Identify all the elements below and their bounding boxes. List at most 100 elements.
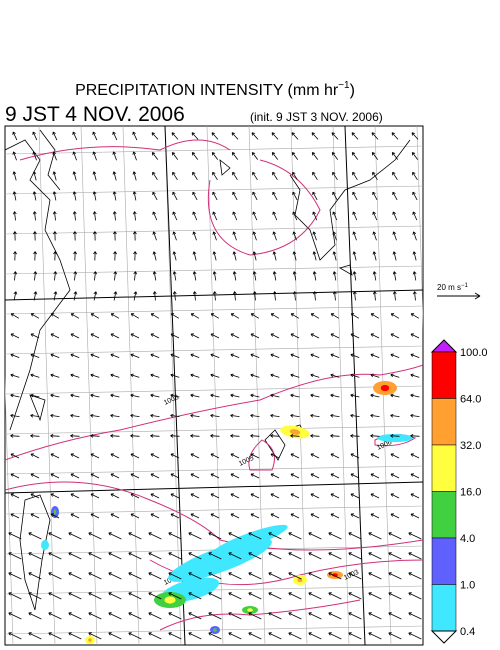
wind-arrow <box>370 373 380 378</box>
wind-arrow <box>210 333 220 339</box>
wind-arrow <box>13 291 18 301</box>
wind-arrow <box>351 152 359 160</box>
wind-arrow <box>352 251 357 261</box>
wind-arrow <box>112 191 117 201</box>
wind-arrow <box>68 612 82 620</box>
precip-core <box>289 429 301 435</box>
wind-arrow <box>113 271 118 281</box>
wind-arrow <box>210 353 220 359</box>
wind-arrow <box>10 433 20 438</box>
wind-arrow <box>92 171 97 181</box>
wind-arrow <box>70 313 80 319</box>
wind-arrow <box>168 532 182 540</box>
wind-arrow <box>330 513 340 519</box>
wind-arrow <box>132 211 137 221</box>
wind-arrow <box>128 612 142 620</box>
wind-arrow <box>252 251 257 261</box>
colorbar-over <box>430 339 458 353</box>
wind-arrow <box>348 632 362 640</box>
wind-arrow <box>12 131 18 141</box>
wind-arrow <box>231 132 239 140</box>
wind-arrow <box>390 493 400 499</box>
wind-arrow <box>93 231 97 241</box>
wind-arrow <box>152 271 157 281</box>
coastline <box>289 139 411 261</box>
wind-arrow <box>90 313 100 319</box>
wind-arrow <box>410 493 420 499</box>
wind-arrow <box>390 393 400 398</box>
wind-arrow <box>152 291 157 301</box>
wind-arrow <box>132 131 138 141</box>
wind-arrow <box>312 211 318 221</box>
wind-arrow <box>110 473 120 479</box>
wind-arrow <box>190 373 200 378</box>
isobar <box>248 439 275 471</box>
wind-arrow <box>288 612 302 620</box>
coastline <box>39 129 61 191</box>
wind-arrow <box>390 333 400 339</box>
wind-arrow <box>208 532 222 540</box>
title: PRECIPITATION INTENSITY (mm hr−1) <box>75 80 355 99</box>
wind-arrow <box>70 333 80 339</box>
wind-arrow <box>52 171 57 181</box>
wind-arrow <box>150 333 160 339</box>
wind-arrow <box>368 632 382 640</box>
wind-arrow <box>270 393 280 398</box>
wind-arrow <box>192 251 197 261</box>
wind-arrow <box>232 251 237 261</box>
wind-arrow <box>228 552 242 560</box>
wind-arrow <box>172 211 178 221</box>
wind-arrow <box>210 393 220 398</box>
wind-arrow <box>148 572 162 580</box>
wind-arrow <box>108 592 122 600</box>
wind-arrow <box>88 592 102 600</box>
wind-arrow <box>410 353 420 359</box>
wind-arrow <box>290 473 300 479</box>
wind-arrow <box>411 152 419 160</box>
precip <box>377 434 413 442</box>
wind-arrow <box>150 413 160 418</box>
wind-arrow <box>92 151 97 161</box>
wind-arrow <box>212 271 217 281</box>
wind-arrow <box>410 513 420 519</box>
wind-arrow <box>290 353 300 359</box>
wind-arrow <box>112 171 117 181</box>
wind-arrow <box>412 191 418 201</box>
wind-arrow <box>171 152 179 160</box>
wind-arrow <box>110 433 120 438</box>
wind-arrow <box>170 473 180 479</box>
wind-arrow <box>190 433 200 438</box>
wind-arrow <box>88 532 102 540</box>
wind-arrow <box>150 373 160 378</box>
wind-arrow <box>48 612 62 620</box>
wind-arrow <box>350 413 360 418</box>
wind-arrow <box>32 151 37 161</box>
wind-arrow <box>88 632 102 640</box>
wind-arrow <box>268 572 282 580</box>
wind-arrow <box>50 373 60 378</box>
wind-arrow <box>348 612 362 620</box>
wind-arrow <box>348 552 362 560</box>
wind-arrow <box>170 413 180 418</box>
wind-arrow <box>252 271 257 281</box>
wind-arrow <box>188 572 202 580</box>
wind-arrow <box>352 171 358 180</box>
wind-arrow <box>132 151 137 161</box>
parallel <box>5 305 423 315</box>
wind-arrow <box>272 251 277 261</box>
wind-arrow <box>210 453 220 459</box>
wind-arrow <box>93 271 98 281</box>
colorbar-segment <box>431 351 457 399</box>
wind-arrow <box>12 171 17 181</box>
wind-arrow <box>10 333 20 339</box>
wind-arrow <box>392 191 398 201</box>
wind-arrow <box>388 612 402 620</box>
wind-arrow <box>168 592 182 600</box>
wind-arrow <box>392 211 398 221</box>
wind-arrow <box>268 592 282 600</box>
wind-arrow <box>170 453 180 459</box>
wind-arrow <box>350 373 360 378</box>
wind-arrow <box>70 433 80 438</box>
wind-arrow <box>388 552 402 560</box>
wind-arrow <box>372 271 377 281</box>
